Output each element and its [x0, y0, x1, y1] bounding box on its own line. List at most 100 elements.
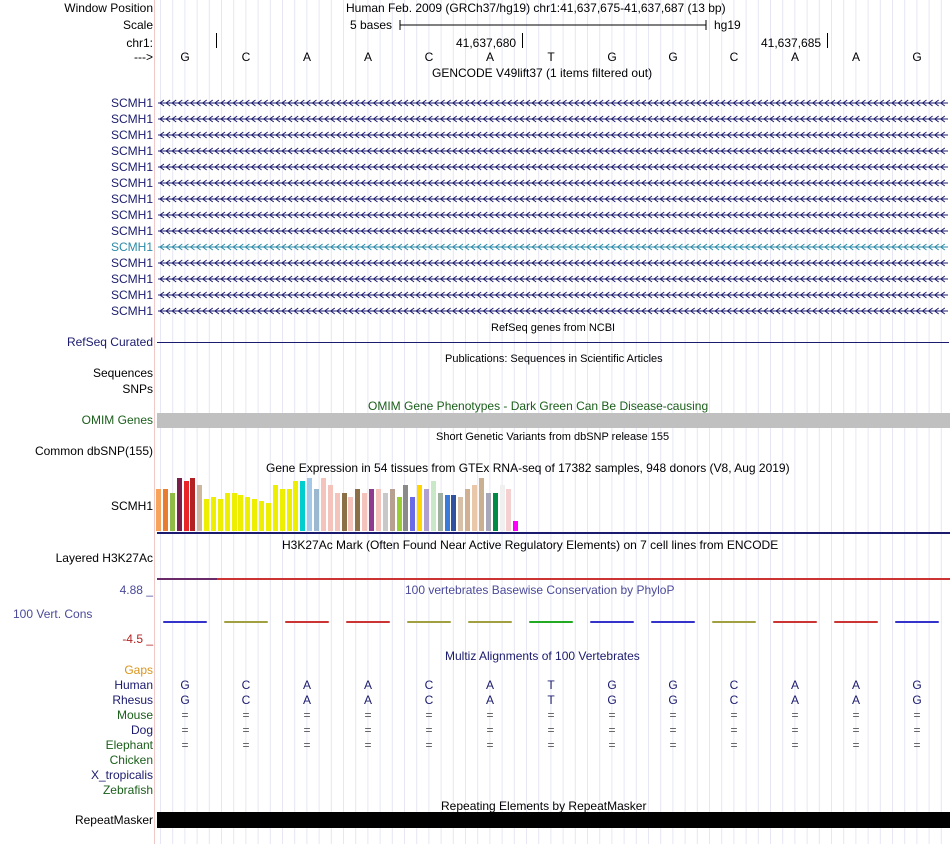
publications-label[interactable]: Sequences: [92, 366, 153, 380]
gtex-tissue-bar[interactable]: [444, 495, 450, 531]
species-label[interactable]: Zebrafish: [102, 783, 153, 797]
species-label[interactable]: Elephant: [105, 738, 153, 752]
gtex-tissue-bar[interactable]: [183, 481, 189, 531]
gtex-tissue-bar[interactable]: [403, 485, 409, 531]
gtex-tissue-bar[interactable]: [307, 478, 313, 531]
gtex-tissue-bar[interactable]: [334, 493, 340, 531]
gtex-tissue-bar[interactable]: [286, 489, 292, 531]
gtex-gene-label[interactable]: SCMH1: [110, 499, 153, 513]
gtex-tissue-bar[interactable]: [485, 493, 491, 531]
gtex-tissue-bar[interactable]: [314, 489, 319, 531]
snps-label[interactable]: SNPs: [122, 382, 153, 396]
gtex-tissue-bar[interactable]: [423, 489, 429, 531]
gtex-tissue-bar[interactable]: [382, 493, 388, 531]
gtex-tissue-bar[interactable]: [348, 497, 354, 531]
gtex-tissue-bar[interactable]: [169, 493, 175, 531]
gtex-tissue-bar[interactable]: [389, 489, 395, 531]
repeatmasker-label[interactable]: RepeatMasker: [74, 813, 153, 827]
gtex-tissue-bar[interactable]: [396, 497, 402, 531]
phylop-label[interactable]: 100 Vert. Cons: [13, 607, 93, 621]
gencode-transcript-feature[interactable]: [158, 210, 948, 220]
gtex-tissue-bar[interactable]: [224, 493, 230, 531]
gencode-transcript-feature[interactable]: [158, 98, 948, 108]
gencode-transcript-label[interactable]: SCMH1: [110, 208, 153, 222]
gtex-tissue-bar[interactable]: [430, 481, 436, 531]
gencode-transcript-label[interactable]: SCMH1: [110, 272, 153, 286]
gencode-transcript-feature[interactable]: [158, 258, 948, 268]
h3k27ac-label[interactable]: Layered H3K27Ac: [55, 551, 153, 565]
gtex-tissue-bar[interactable]: [211, 497, 216, 531]
h3k27ac-signal[interactable]: [157, 578, 950, 580]
gencode-transcript-label[interactable]: SCMH1: [110, 96, 153, 110]
gencode-transcript-feature[interactable]: [158, 242, 948, 252]
omim-feature[interactable]: [157, 413, 950, 428]
gtex-tissue-bar[interactable]: [410, 497, 416, 531]
species-label[interactable]: Mouse: [116, 708, 153, 722]
gtex-tissue-bar[interactable]: [451, 495, 457, 531]
gtex-tissue-bar[interactable]: [341, 493, 347, 531]
gtex-tissue-bar[interactable]: [362, 493, 368, 531]
gtex-tissue-bar[interactable]: [375, 489, 381, 531]
gtex-tissue-bar[interactable]: [506, 489, 512, 531]
repeatmasker-feature[interactable]: [157, 812, 950, 828]
gtex-tissue-bar[interactable]: [245, 497, 251, 531]
gtex-tissue-bar[interactable]: [190, 478, 196, 531]
gencode-transcript-label[interactable]: SCMH1: [110, 160, 153, 174]
gtex-tissue-bar[interactable]: [217, 499, 223, 531]
gencode-transcript-label[interactable]: SCMH1: [110, 240, 153, 254]
gencode-transcript-feature[interactable]: [158, 306, 948, 316]
species-label[interactable]: Chicken: [109, 753, 153, 767]
gtex-tissue-bar[interactable]: [472, 485, 477, 531]
gencode-transcript-feature[interactable]: [158, 194, 948, 204]
gencode-transcript-label[interactable]: SCMH1: [110, 192, 153, 206]
gtex-tissue-bar[interactable]: [259, 501, 265, 531]
gencode-transcript-label[interactable]: SCMH1: [110, 144, 153, 158]
gencode-transcript-feature[interactable]: [158, 130, 948, 140]
gaps-label[interactable]: Gaps: [124, 663, 153, 677]
gtex-tissue-bar[interactable]: [176, 478, 182, 531]
gtex-tissue-bar[interactable]: [265, 503, 271, 531]
species-label[interactable]: X_tropicalis: [90, 768, 153, 782]
gencode-transcript-feature[interactable]: [158, 274, 948, 284]
gencode-transcript-label[interactable]: SCMH1: [110, 128, 153, 142]
gtex-tissue-bar[interactable]: [513, 521, 519, 531]
gencode-transcript-label[interactable]: SCMH1: [110, 176, 153, 190]
gtex-tissue-bar[interactable]: [327, 485, 333, 531]
gtex-tissue-bar[interactable]: [320, 478, 326, 531]
refseq-feature[interactable]: [157, 342, 949, 343]
gtex-tissue-bar[interactable]: [272, 485, 278, 531]
gtex-tissue-bar[interactable]: [369, 489, 374, 531]
gencode-transcript-label[interactable]: SCMH1: [110, 288, 153, 302]
gtex-tissue-bar[interactable]: [499, 485, 505, 531]
gencode-transcript-label[interactable]: SCMH1: [110, 112, 153, 126]
gtex-tissue-bar[interactable]: [458, 497, 464, 531]
omim-label[interactable]: OMIM Genes: [81, 413, 153, 427]
gencode-transcript-feature[interactable]: [158, 290, 948, 300]
gtex-tissue-bar[interactable]: [437, 493, 443, 531]
gtex-tissue-bar[interactable]: [355, 489, 361, 531]
species-label[interactable]: Rhesus: [112, 693, 153, 707]
gencode-transcript-feature[interactable]: [158, 114, 948, 124]
species-label[interactable]: Human: [114, 678, 153, 692]
gencode-transcript-label[interactable]: SCMH1: [110, 304, 153, 318]
gencode-transcript-label[interactable]: SCMH1: [110, 256, 153, 270]
gtex-tissue-bar[interactable]: [465, 489, 471, 531]
gtex-tissue-bar[interactable]: [293, 481, 299, 531]
gtex-tissue-bar[interactable]: [492, 493, 498, 531]
gtex-tissue-bar[interactable]: [156, 489, 161, 531]
gtex-tissue-bar[interactable]: [231, 493, 237, 531]
gencode-transcript-feature[interactable]: [158, 178, 948, 188]
gtex-tissue-bar[interactable]: [162, 489, 168, 531]
gtex-tissue-bar[interactable]: [197, 485, 203, 531]
gtex-tissue-bar[interactable]: [417, 485, 423, 531]
gencode-transcript-feature[interactable]: [158, 146, 948, 156]
gencode-transcript-feature[interactable]: [158, 162, 948, 172]
species-label[interactable]: Dog: [130, 723, 153, 737]
refseq-label[interactable]: RefSeq Curated: [66, 335, 153, 349]
gencode-transcript-label[interactable]: SCMH1: [110, 224, 153, 238]
dbsnp-label[interactable]: Common dbSNP(155): [34, 444, 153, 458]
gtex-tissue-bar[interactable]: [279, 489, 285, 531]
gencode-transcript-feature[interactable]: [158, 226, 948, 236]
gtex-tissue-bar[interactable]: [300, 481, 306, 531]
gtex-tissue-bar[interactable]: [252, 499, 258, 531]
